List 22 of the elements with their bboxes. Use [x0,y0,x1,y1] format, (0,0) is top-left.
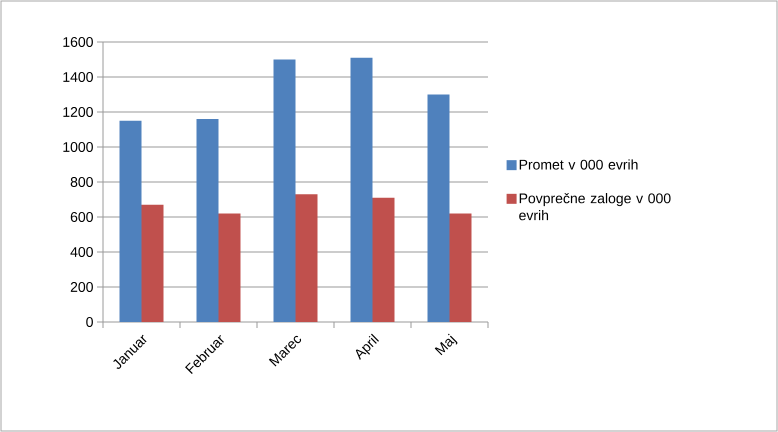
legend-label: Povprečne zaloge v 000 evrih [519,192,671,220]
y-tick-label: 0 [86,317,93,327]
legend-label: Promet v 000 evrih [520,159,638,170]
bar [120,120,142,322]
bar [450,214,472,322]
bar [196,119,219,322]
bar [350,58,373,322]
y-tick-label: 600 [70,212,93,222]
bar [274,60,296,322]
y-tick-label: 400 [70,247,93,257]
x-tick-label: Maj [434,334,458,356]
bar [296,194,318,322]
y-tick-label: 200 [70,282,93,292]
bar [218,214,241,322]
y-tick-label: 1000 [63,142,93,152]
bar [372,198,395,322]
y-tick-label: 1600 [63,37,93,47]
y-tick-label: 1200 [63,107,93,117]
bar [142,204,164,322]
y-tick-label: 1400 [63,72,93,82]
bar [428,94,450,322]
y-tick-label: 800 [70,177,93,187]
